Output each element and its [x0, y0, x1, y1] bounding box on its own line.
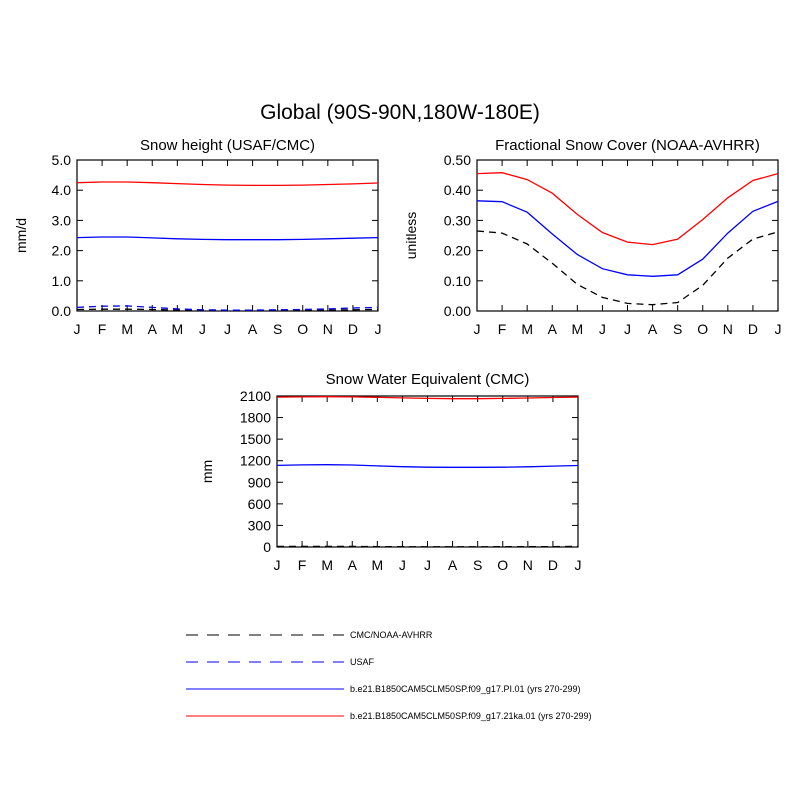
y-tick-label: 1200	[240, 453, 271, 469]
y-axis-label: mm/d	[13, 218, 29, 253]
x-tick-label: J	[74, 321, 81, 337]
x-tick-label: N	[723, 321, 733, 337]
series-line-b-e21-b1850cam5clm50sp-f09-g17-21ka-01-y	[476, 172, 779, 246]
legend-label: CMC/NOAA-AVHRR	[350, 630, 433, 640]
y-tick-label: 900	[248, 474, 272, 490]
y-tick-label: 0.0	[52, 303, 72, 319]
x-tick-label: M	[121, 321, 133, 337]
series-line-b-e21-b1850cam5clm50sp-f09-g17-21ka-01-y	[276, 396, 579, 400]
x-tick-label: J	[624, 321, 631, 337]
x-tick-label: N	[523, 557, 533, 573]
panel-1: Snow height (USAF/CMC) mm/d 0.0 1.0 2.0 3.0 4.…	[13, 137, 382, 337]
y-tick-label: 0.10	[444, 273, 471, 289]
series-line-usaf	[76, 305, 379, 311]
series-line-cmc-noaa-avhrr	[476, 230, 779, 306]
y-tick-label: 0	[263, 539, 271, 555]
x-tick-label: J	[274, 557, 281, 573]
x-tick-label: N	[323, 321, 333, 337]
panel-title: Snow Water Equivalent (CMC)	[326, 371, 530, 388]
x-tick-label: J	[775, 321, 782, 337]
panel-title: Snow height (USAF/CMC)	[140, 137, 315, 154]
y-tick-label: 1500	[240, 431, 271, 447]
x-tick-label: A	[448, 557, 458, 573]
y-tick-label: 4.0	[52, 182, 72, 198]
x-tick-label: O	[697, 321, 708, 337]
x-tick-label: D	[748, 321, 758, 337]
y-tick-label: 600	[248, 496, 272, 512]
x-tick-label: A	[148, 321, 158, 337]
x-tick-label: J	[575, 557, 582, 573]
x-tick-label: D	[348, 321, 358, 337]
x-tick-label: J	[474, 321, 481, 337]
y-tick-label: 0.30	[444, 212, 471, 228]
x-tick-label: O	[497, 557, 508, 573]
x-tick-label: M	[371, 557, 383, 573]
series-line-b-e21-b1850cam5clm50sp-f09-g17-pi-01-yrs	[476, 200, 779, 277]
x-tick-label: F	[498, 321, 507, 337]
x-tick-label: A	[548, 321, 558, 337]
x-tick-label: S	[273, 321, 282, 337]
x-tick-label: J	[399, 557, 406, 573]
plot-frame	[276, 395, 579, 548]
legend-label: b.e21.B1850CAM5CLM50SP.f09_g17.21ka.01 (…	[350, 711, 592, 721]
y-tick-label: 300	[248, 517, 272, 533]
x-tick-label: M	[521, 321, 533, 337]
x-tick-label: J	[375, 321, 382, 337]
x-tick-label: J	[599, 321, 606, 337]
x-tick-label: M	[171, 321, 183, 337]
x-tick-label: O	[297, 321, 308, 337]
y-axis-label: mm	[199, 460, 215, 483]
x-tick-label: M	[571, 321, 583, 337]
y-tick-label: 2100	[240, 388, 271, 404]
y-tick-label: 5.0	[52, 152, 72, 168]
panel-2: Fractional Snow Cover (NOAA-AVHRR) unitle…	[403, 137, 782, 337]
x-tick-label: A	[648, 321, 658, 337]
x-tick-label: A	[348, 557, 358, 573]
series-line-b-e21-b1850cam5clm50sp-f09-g17-pi-01-yrs	[276, 464, 579, 468]
plot-frame	[476, 159, 779, 312]
y-tick-label: 0.20	[444, 243, 471, 259]
y-tick-label: 2.0	[52, 243, 72, 259]
legend-label: USAF	[350, 657, 375, 667]
x-tick-label: M	[321, 557, 333, 573]
x-tick-label: J	[224, 321, 231, 337]
y-tick-label: 3.0	[52, 212, 72, 228]
x-tick-label: S	[673, 321, 682, 337]
y-axis-label: unitless	[403, 212, 419, 259]
y-tick-label: 0.40	[444, 182, 471, 198]
legend: CMC/NOAA-AVHRR USAF b.e21.B1850CAM5CLM50SP…	[186, 630, 592, 721]
panel-title: Fractional Snow Cover (NOAA-AVHRR)	[495, 137, 760, 154]
y-tick-label: 0.00	[444, 303, 471, 319]
panel-3: Snow Water Equivalent (CMC) mm 0 300 600 900 1…	[199, 371, 582, 573]
main-title: Global (90S-90N,180W-180E)	[260, 101, 540, 124]
series-line-b-e21-b1850cam5clm50sp-f09-g17-pi-01-yrs	[76, 236, 379, 241]
legend-label: b.e21.B1850CAM5CLM50SP.f09_g17.PI.01 (yr…	[350, 684, 580, 694]
x-tick-label: J	[199, 321, 206, 337]
series-line-b-e21-b1850cam5clm50sp-f09-g17-21ka-01-y	[76, 181, 379, 187]
x-tick-label: A	[248, 321, 258, 337]
y-tick-label: 0.50	[444, 152, 471, 168]
y-tick-label: 1800	[240, 410, 271, 426]
x-tick-label: J	[424, 557, 431, 573]
x-tick-label: F	[298, 557, 307, 573]
x-tick-label: D	[548, 557, 558, 573]
y-tick-label: 1.0	[52, 273, 72, 289]
x-tick-label: F	[98, 321, 107, 337]
x-tick-label: S	[473, 557, 482, 573]
